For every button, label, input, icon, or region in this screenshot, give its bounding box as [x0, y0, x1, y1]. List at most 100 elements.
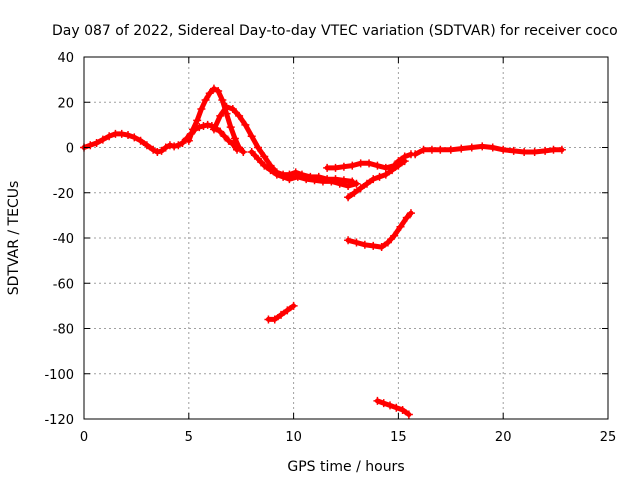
grid: [84, 57, 608, 419]
data-point: [247, 148, 256, 157]
x-tick-label: 10: [285, 430, 302, 445]
data-point: [203, 120, 212, 129]
data-point: [381, 170, 390, 179]
data-point: [157, 146, 166, 155]
data-point: [377, 243, 386, 252]
data-point: [404, 410, 413, 419]
y-tick-label: 40: [57, 51, 74, 66]
data-point: [419, 145, 428, 154]
data-point: [360, 240, 369, 249]
data-point: [214, 86, 223, 95]
data-point: [402, 213, 411, 222]
data-point: [224, 136, 233, 145]
data-point: [105, 132, 114, 141]
data-point: [386, 401, 395, 410]
data-point: [178, 138, 187, 147]
data-point: [396, 222, 405, 231]
data-point: [253, 154, 262, 163]
data-point: [352, 179, 361, 188]
data-point: [226, 123, 235, 132]
data-point: [279, 172, 288, 181]
y-tick-label: -20: [53, 187, 74, 202]
data-point: [398, 405, 407, 414]
y-axis-label: SDTVAR / TECUs: [6, 181, 22, 296]
series-trace: [345, 158, 408, 200]
data-point: [285, 175, 294, 184]
data-point: [350, 188, 359, 197]
data-point: [216, 127, 225, 136]
y-tick-label: -120: [44, 413, 74, 428]
data-point: [124, 131, 133, 140]
series-segment-minus75: [264, 301, 298, 324]
data-point: [161, 143, 170, 152]
data-point: [436, 145, 445, 154]
data-point: [446, 145, 455, 154]
data-point: [293, 172, 302, 181]
series-arc-up: [184, 84, 248, 157]
data-point: [394, 161, 403, 170]
data-point: [356, 184, 365, 193]
y-tick-label: 20: [57, 96, 74, 111]
series-segment-rise: [344, 157, 409, 202]
data-point: [302, 175, 311, 184]
data-point: [289, 301, 298, 310]
data-point: [199, 122, 208, 131]
x-tick-label: 0: [80, 430, 88, 445]
x-tick-label: 20: [495, 430, 512, 445]
y-tick-label: -80: [53, 323, 74, 338]
data-point: [260, 152, 269, 161]
data-point: [228, 105, 237, 114]
data-point: [117, 129, 126, 138]
data-point: [130, 133, 139, 142]
data-point: [344, 181, 353, 190]
series-segment-minus115: [373, 396, 413, 419]
series-segment-minus40: [344, 209, 415, 252]
data-point: [149, 145, 158, 154]
data-point: [222, 102, 231, 111]
y-tick-label: 0: [66, 142, 74, 157]
series-branch-lower: [247, 148, 361, 190]
data-point: [427, 145, 436, 154]
y-tick-label: -40: [53, 232, 74, 247]
data-point: [352, 238, 361, 247]
data-point: [331, 163, 340, 172]
data-point: [310, 176, 319, 185]
data-point: [230, 134, 239, 143]
data-series: [80, 84, 566, 419]
data-point: [541, 146, 550, 155]
data-point: [272, 170, 281, 179]
data-point: [369, 175, 378, 184]
data-point: [283, 306, 292, 315]
data-point: [205, 89, 214, 98]
y-tick-label: -60: [53, 277, 74, 292]
data-point: [530, 148, 539, 157]
series-trace: [345, 210, 414, 250]
data-point: [375, 172, 384, 181]
data-point: [153, 148, 162, 157]
data-point: [235, 143, 244, 152]
data-point: [247, 132, 256, 141]
data-point: [381, 163, 390, 172]
data-point: [209, 125, 218, 134]
data-point: [406, 209, 415, 218]
data-point: [379, 399, 388, 408]
data-point: [241, 120, 250, 129]
data-point: [499, 145, 508, 154]
data-point: [142, 141, 151, 150]
x-tick-label: 15: [390, 430, 407, 445]
data-point: [239, 148, 248, 157]
data-point: [362, 179, 371, 188]
data-point: [266, 166, 275, 175]
data-point: [373, 161, 382, 170]
data-point: [392, 403, 401, 412]
data-point: [86, 141, 95, 150]
data-point: [388, 166, 397, 175]
x-axis-label: GPS time / hours: [287, 459, 404, 475]
data-point: [270, 315, 279, 324]
data-point: [277, 310, 286, 319]
x-tick-label: 5: [185, 430, 193, 445]
data-point: [365, 159, 374, 168]
data-point: [170, 142, 179, 151]
data-point: [557, 145, 566, 154]
